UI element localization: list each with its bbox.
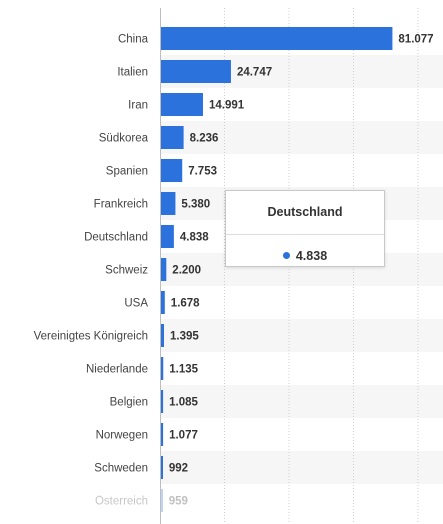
value-label: 1.077 xyxy=(169,430,198,442)
value-label: 5.380 xyxy=(181,199,210,211)
row-band xyxy=(160,121,443,154)
value-label: 1.678 xyxy=(171,298,200,310)
category-label: Deutschland xyxy=(84,232,148,244)
category-label: Frankreich xyxy=(94,199,148,211)
value-label: 959 xyxy=(169,496,188,508)
row-band xyxy=(160,319,443,352)
bar xyxy=(161,489,163,512)
value-label: 8.236 xyxy=(190,133,219,145)
bar xyxy=(161,93,203,116)
category-label: Südkorea xyxy=(99,133,149,145)
bar xyxy=(161,357,164,380)
bar xyxy=(161,390,164,413)
category-label: Niederlande xyxy=(86,364,148,376)
bar xyxy=(161,192,176,215)
tooltip-series-dot-icon xyxy=(282,252,290,259)
value-label: 1.085 xyxy=(169,397,198,409)
bar xyxy=(161,258,167,281)
value-label: 2.200 xyxy=(172,265,201,277)
category-label: USA xyxy=(124,298,148,310)
category-label: Vereinigtes Königreich xyxy=(34,331,148,343)
bar xyxy=(161,291,165,314)
category-label: Österreich xyxy=(95,496,148,508)
value-label: 24.747 xyxy=(237,67,272,79)
category-label: Schweden xyxy=(94,463,148,475)
bar xyxy=(161,225,174,248)
value-label: 7.753 xyxy=(188,166,217,178)
value-label: 1.135 xyxy=(169,364,198,376)
category-label: Spanien xyxy=(106,166,148,178)
row-band xyxy=(160,385,443,418)
tooltip-title: Deutschland xyxy=(267,205,343,219)
bar xyxy=(161,60,231,83)
value-label: 1.395 xyxy=(170,331,199,343)
chart-tooltip: Deutschland 4.838 xyxy=(225,190,385,267)
bar xyxy=(161,456,163,479)
tooltip-value-row: 4.838 xyxy=(226,249,384,263)
row-band xyxy=(160,451,443,484)
category-label: Belgien xyxy=(110,397,148,409)
bar xyxy=(161,27,393,50)
bar xyxy=(161,324,164,347)
bar xyxy=(161,423,164,446)
category-label: Iran xyxy=(128,100,148,112)
value-label: 81.077 xyxy=(398,34,433,46)
category-label: Schweiz xyxy=(105,265,148,277)
value-label: 4.838 xyxy=(180,232,209,244)
bar xyxy=(161,159,183,182)
bar xyxy=(161,126,184,149)
value-label: 992 xyxy=(169,463,188,475)
category-label: China xyxy=(118,34,149,46)
value-label: 14.991 xyxy=(209,100,245,112)
category-label: Italien xyxy=(117,67,148,79)
tooltip-divider xyxy=(226,234,384,235)
category-label: Norwegen xyxy=(96,430,148,442)
tooltip-value: 4.838 xyxy=(295,249,328,263)
